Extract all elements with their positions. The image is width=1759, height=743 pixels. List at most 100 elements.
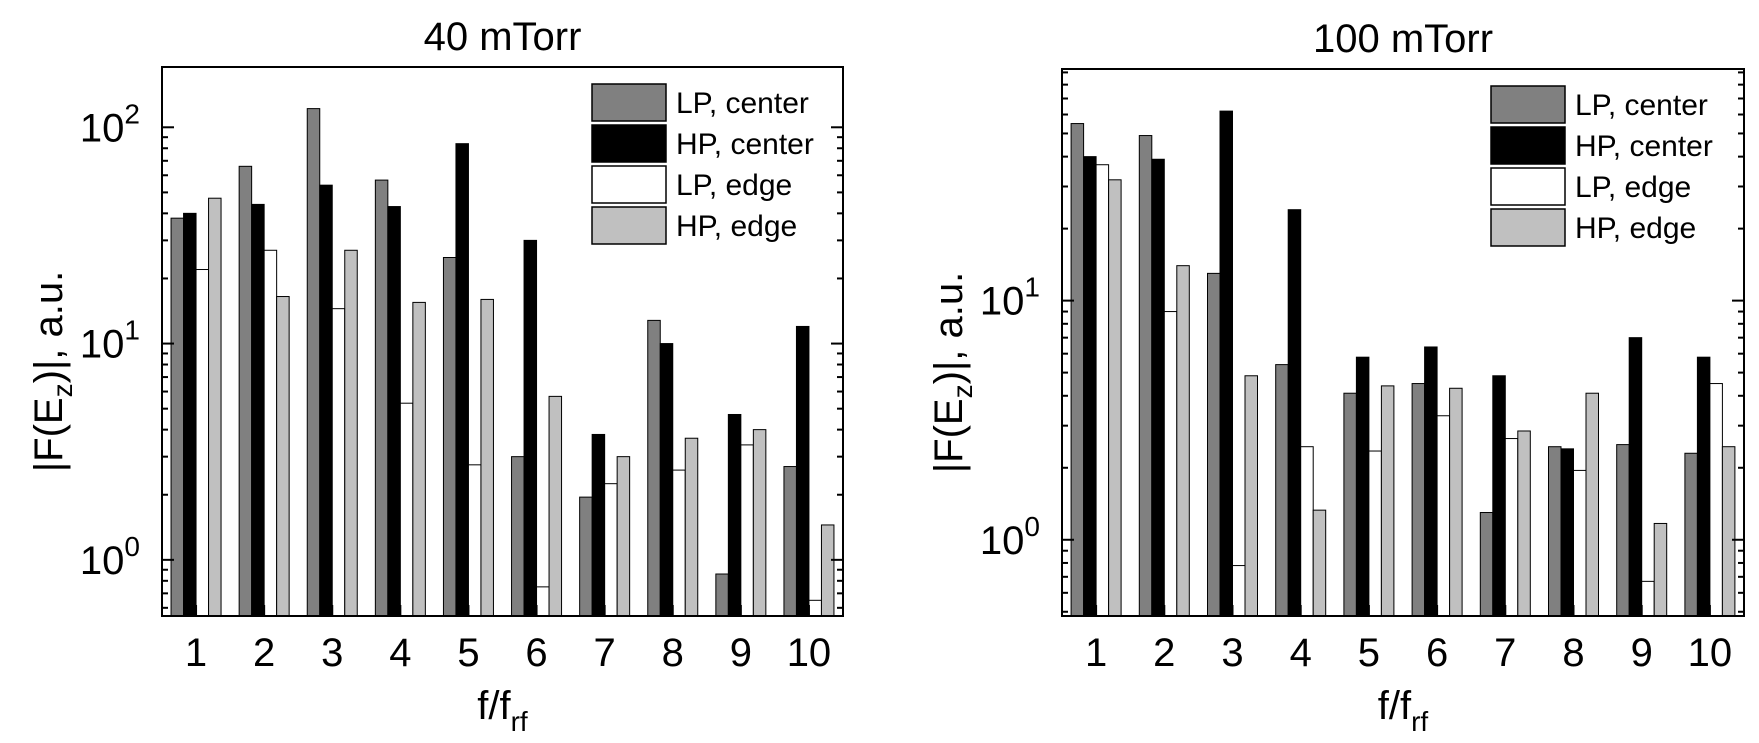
x-tick-label: 2 bbox=[1153, 631, 1175, 675]
bar bbox=[1312, 509, 1327, 617]
x-tick-label: 3 bbox=[1221, 631, 1243, 675]
bar bbox=[1436, 415, 1451, 617]
x-tick-label: 5 bbox=[457, 631, 479, 675]
bar bbox=[1232, 565, 1246, 617]
x-tick-label: 1 bbox=[185, 631, 207, 675]
x-tick-label: 9 bbox=[1631, 631, 1653, 675]
x-tick-label: 6 bbox=[1426, 631, 1448, 675]
bar bbox=[795, 325, 810, 617]
bar bbox=[1709, 383, 1723, 617]
bar bbox=[170, 217, 185, 617]
legend-label: HP, edge bbox=[1575, 212, 1696, 245]
y-axis-label: |F(Ez)|, a.u. bbox=[27, 271, 78, 472]
bar bbox=[1343, 392, 1357, 617]
bar bbox=[1176, 265, 1190, 617]
legend-swatch bbox=[1490, 167, 1566, 206]
x-axis-label: f/frf bbox=[477, 684, 528, 737]
legend-swatch bbox=[1490, 208, 1566, 247]
bar bbox=[1380, 385, 1395, 617]
y-tick-label: 100 bbox=[80, 531, 140, 583]
bar bbox=[715, 573, 729, 617]
bar bbox=[374, 179, 389, 617]
bar bbox=[455, 143, 469, 617]
bar bbox=[344, 249, 358, 617]
bar bbox=[1504, 438, 1519, 617]
bar bbox=[1368, 450, 1382, 617]
bar bbox=[1070, 123, 1085, 617]
bar bbox=[511, 456, 525, 617]
x-tick-label: 9 bbox=[730, 631, 752, 675]
bar bbox=[1449, 387, 1463, 617]
legend-swatch bbox=[591, 124, 667, 163]
bar bbox=[1573, 469, 1587, 617]
bar bbox=[1492, 375, 1506, 617]
bar bbox=[442, 257, 457, 617]
legend-label: LP, edge bbox=[676, 169, 792, 202]
y-tick-label: 101 bbox=[980, 272, 1040, 324]
bar bbox=[616, 456, 631, 617]
bar bbox=[1083, 156, 1097, 617]
bar bbox=[672, 469, 686, 617]
bar bbox=[1151, 158, 1165, 617]
y-axis-label: |F(Ez)|, a.u. bbox=[927, 272, 978, 473]
x-tick-label: 2 bbox=[253, 631, 275, 675]
bar bbox=[1300, 446, 1314, 617]
x-tick-label: 5 bbox=[1358, 631, 1380, 675]
plot-frame bbox=[1061, 68, 1745, 617]
bar bbox=[1684, 452, 1698, 617]
bar bbox=[740, 444, 754, 617]
bar bbox=[263, 249, 278, 617]
bar bbox=[1628, 337, 1643, 617]
x-tick-label: 3 bbox=[321, 631, 343, 675]
legend-label: HP, center bbox=[1575, 130, 1713, 163]
bar bbox=[480, 298, 494, 617]
legend-swatch bbox=[591, 206, 667, 245]
legend-label: HP, center bbox=[676, 128, 814, 161]
bar bbox=[319, 184, 333, 617]
y-tick-label: 101 bbox=[80, 315, 140, 367]
bar bbox=[412, 301, 426, 617]
bar bbox=[1244, 375, 1258, 617]
bar bbox=[647, 319, 661, 617]
x-tick-label: 8 bbox=[1562, 631, 1584, 675]
bar bbox=[727, 413, 742, 617]
chart-2: 1 2 3 4 5 6 7 8 9 10 100 101 100 mTorr f/frf |F(Ez)|, … bbox=[927, 17, 1745, 737]
bar bbox=[1095, 164, 1110, 617]
x-tick-label: 10 bbox=[787, 631, 832, 675]
legend-label: LP, center bbox=[676, 87, 809, 120]
bar bbox=[808, 599, 822, 617]
bar bbox=[251, 203, 265, 617]
bar bbox=[752, 429, 767, 617]
bar bbox=[591, 433, 606, 617]
bar bbox=[1616, 444, 1630, 617]
x-tick-label: 8 bbox=[662, 631, 684, 675]
legend-swatch bbox=[591, 83, 667, 122]
bar bbox=[1653, 522, 1668, 617]
chart-title: 40 mTorr bbox=[424, 15, 582, 59]
bar bbox=[820, 524, 835, 617]
bar bbox=[1207, 272, 1221, 617]
x-tick-label: 10 bbox=[1688, 631, 1733, 675]
bar bbox=[579, 496, 593, 617]
bar bbox=[604, 483, 618, 617]
legend-swatch bbox=[1490, 85, 1566, 124]
x-tick-label: 1 bbox=[1085, 631, 1107, 675]
bar bbox=[1721, 446, 1736, 617]
bar bbox=[183, 212, 197, 617]
legend: LP, center HP, center LP, edge HP, edge bbox=[1490, 85, 1713, 247]
bar bbox=[195, 269, 210, 617]
bar bbox=[467, 464, 482, 617]
bar bbox=[331, 308, 346, 617]
bar bbox=[536, 586, 550, 617]
legend-label: LP, edge bbox=[1575, 171, 1691, 204]
bar bbox=[783, 466, 797, 617]
bar bbox=[1424, 346, 1438, 617]
plot-frame bbox=[161, 66, 844, 617]
x-axis-label: f/frf bbox=[1378, 684, 1429, 737]
y-tick-label: 102 bbox=[80, 98, 140, 150]
x-tick-label: 4 bbox=[389, 631, 411, 675]
bar bbox=[1517, 430, 1531, 617]
bar bbox=[276, 296, 290, 617]
bar bbox=[306, 108, 321, 617]
